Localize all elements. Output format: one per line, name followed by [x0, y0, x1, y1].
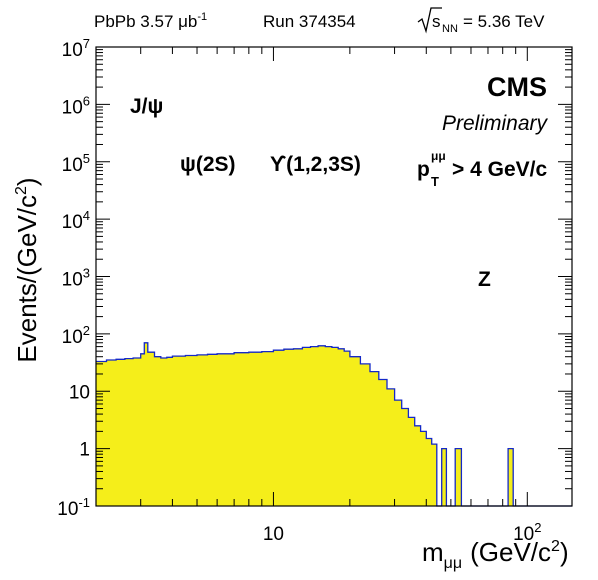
y-tick-label: 106	[62, 93, 90, 118]
header-system: PbPb 3.57 μb-1	[94, 11, 207, 31]
svg-text:= 5.36 TeV: = 5.36 TeV	[463, 12, 545, 31]
svg-text:NN: NN	[442, 23, 458, 35]
svg-text:> 4 GeV/c: > 4 GeV/c	[452, 158, 547, 181]
svg-text:s: s	[432, 12, 441, 31]
preliminary-label: Preliminary	[442, 112, 549, 135]
svg-text:μμ: μμ	[431, 149, 446, 163]
y-tick-label: 104	[62, 208, 90, 233]
y-tick-labels: 10-1 1 10 102 103 104 105 106 107	[57, 36, 90, 520]
cms-label: CMS	[487, 72, 547, 102]
y-tick-label: 105	[62, 151, 90, 176]
y-tick-label: 107	[62, 36, 90, 61]
y-tick-label: 10	[69, 382, 90, 403]
histogram-fill	[96, 343, 572, 506]
jpsi-label: J/ψ	[130, 95, 163, 118]
header-run: Run 374354	[263, 12, 356, 31]
y-tick-label: 10-1	[57, 495, 90, 520]
y-tick-label: 102	[62, 323, 90, 348]
pt-cut-label: p μμ T > 4 GeV/c	[417, 149, 547, 189]
x-axis-title: mμμ (GeV/c2)	[422, 537, 569, 572]
upsilon-label: ϒ(1,2,3S)	[270, 153, 361, 176]
z-label: Z	[478, 268, 491, 291]
svg-text:p: p	[417, 158, 430, 181]
y-tick-label: 1	[79, 440, 90, 461]
y-tick-label: 103	[62, 266, 90, 291]
header-energy: s NN = 5.36 TeV	[418, 8, 545, 35]
x-tick-label: 10	[263, 524, 284, 545]
psi2s-label: ψ(2S)	[180, 153, 236, 176]
svg-text:T: T	[431, 174, 439, 189]
y-axis-title: Events/(GeV/c2)	[12, 177, 42, 362]
